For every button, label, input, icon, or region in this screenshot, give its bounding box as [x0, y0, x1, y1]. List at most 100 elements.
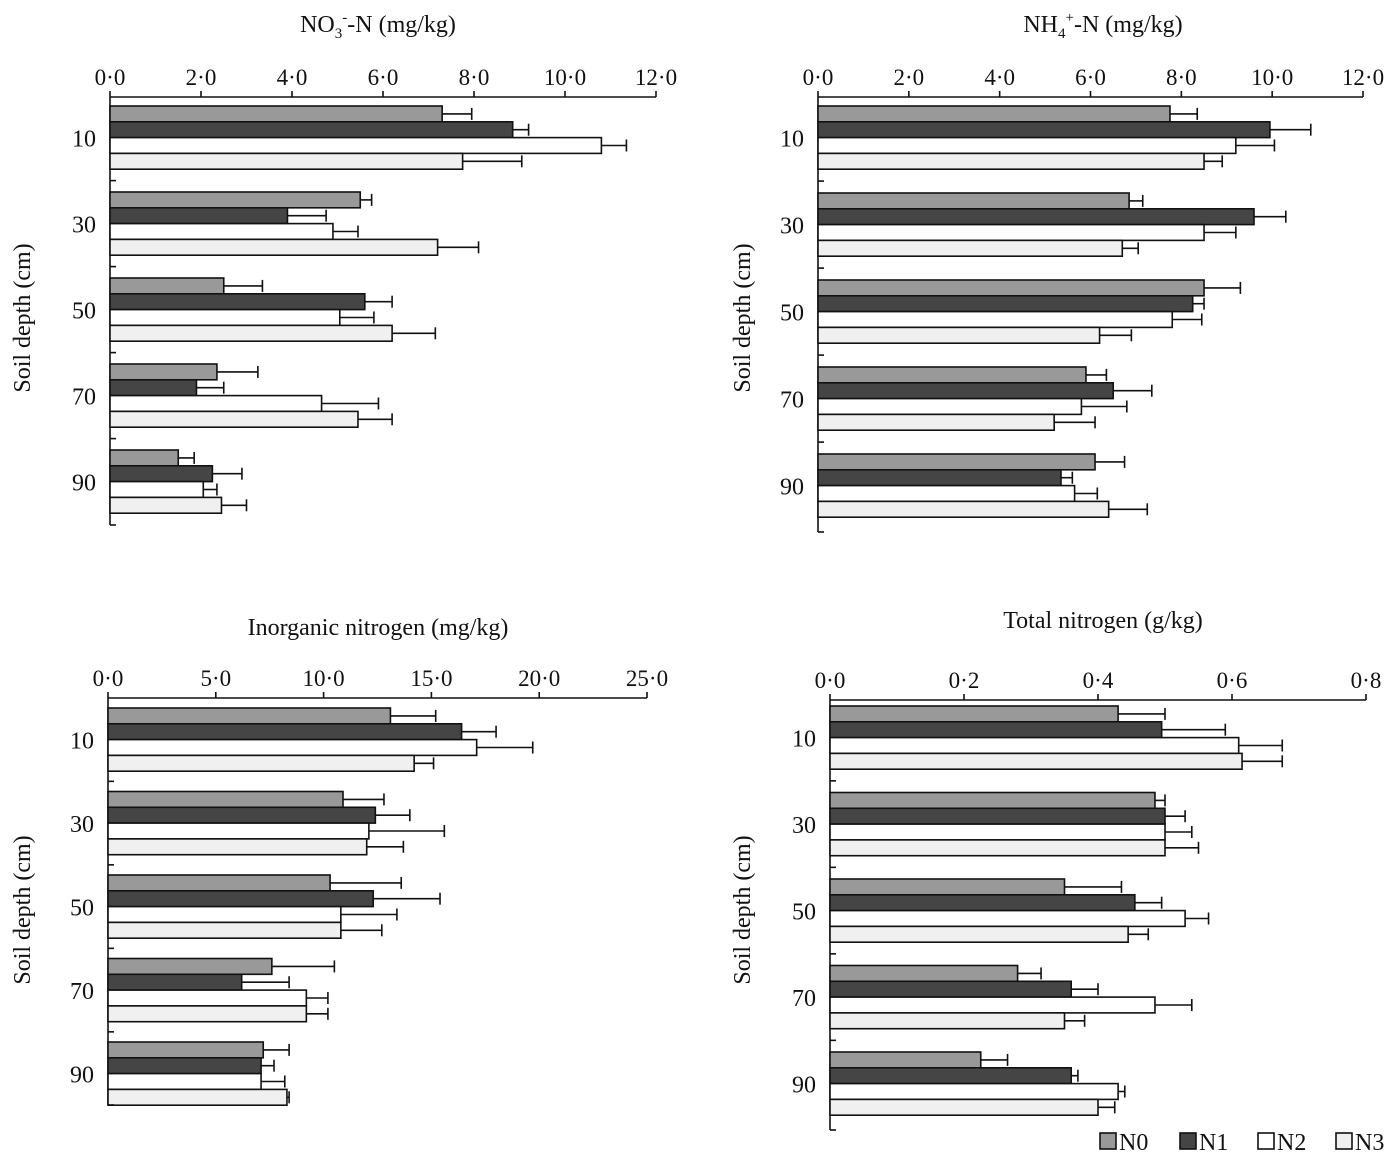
category-label: 70 — [70, 979, 94, 1005]
x-tick-label: 0·6 — [1217, 668, 1248, 693]
category-label: 70 — [792, 986, 816, 1012]
bar-n1-depth-30 — [107, 806, 377, 824]
bar-n3-depth-30 — [817, 239, 1124, 257]
bar-n0-depth-70 — [107, 957, 273, 976]
legend-swatch-n1 — [1179, 1132, 1197, 1150]
x-tick-label: 0·2 — [949, 668, 980, 693]
x-tick-label: 2·0 — [186, 65, 217, 90]
category-label: 90 — [780, 475, 804, 501]
category-label: 50 — [792, 900, 816, 926]
bar-n2-depth-30 — [107, 822, 370, 840]
bar-n0-depth-30 — [829, 791, 1156, 810]
bar-n2-depth-30 — [817, 223, 1205, 242]
x-tick-label: 20·0 — [518, 666, 560, 691]
bar-n1-depth-10 — [817, 121, 1271, 139]
legend-swatch-n0 — [1099, 1132, 1117, 1150]
panel-no3-n: NO3--N (mg/kg) 0·0 2·0 4·0 6·0 8·0 10·0 12·0 Soi… — [10, 10, 677, 526]
bar-n3-depth-90 — [109, 496, 223, 514]
category-label: 30 — [780, 214, 804, 240]
category-label: 90 — [72, 471, 96, 497]
bar-n3-depth-90 — [107, 1088, 288, 1107]
bar-n0-depth-90 — [817, 453, 1096, 471]
legend-label-n3: N3 — [1355, 1130, 1384, 1156]
x-tick-label: 0·0 — [93, 666, 124, 691]
bar-n0-depth-70 — [829, 964, 1019, 983]
bar-n2-depth-30 — [109, 222, 334, 241]
bar-n0-depth-10 — [817, 105, 1171, 123]
bar-n3-depth-70 — [817, 413, 1055, 431]
x-tick-label: 0·0 — [815, 668, 846, 693]
category-label: 10 — [780, 127, 804, 153]
bar-n1-depth-90 — [829, 1067, 1072, 1085]
x-tick-label: 10·0 — [544, 65, 586, 90]
bar-n1-depth-90 — [109, 464, 214, 483]
category-label: 30 — [72, 213, 96, 239]
bar-n1-depth-70 — [817, 381, 1115, 400]
bar-n2-depth-50 — [817, 310, 1174, 329]
x-tick-label: 0·4 — [1083, 668, 1114, 693]
x-tick-label: 5·0 — [200, 666, 231, 691]
bar-n2-depth-30 — [829, 823, 1166, 841]
bar-n2-depth-90 — [109, 480, 205, 499]
bar-n1-depth-10 — [107, 722, 463, 741]
bar-n3-depth-30 — [107, 838, 368, 856]
bar-n2-depth-10 — [107, 738, 478, 757]
x-tick-label: 6·0 — [1075, 65, 1106, 90]
bar-n2-depth-50 — [109, 308, 341, 327]
bar-n1-depth-10 — [829, 720, 1163, 739]
x-tick-label: 25·0 — [626, 666, 668, 691]
title-superscript: + — [1066, 10, 1074, 26]
bar-n3-depth-90 — [817, 500, 1110, 518]
category-label: 90 — [792, 1073, 816, 1099]
bar-n0-depth-10 — [829, 705, 1119, 723]
bar-n1-depth-50 — [829, 893, 1136, 912]
category-label: 10 — [792, 727, 816, 753]
x-tick-label: 8·0 — [459, 65, 490, 90]
chart-title: Total nitrogen (g/kg) — [1003, 608, 1203, 634]
bar-n2-depth-70 — [829, 996, 1156, 1014]
bar-n0-depth-70 — [817, 366, 1087, 384]
category-label: 90 — [70, 1063, 94, 1089]
bar-n3-depth-30 — [829, 839, 1166, 857]
bar-n1-depth-70 — [109, 378, 198, 397]
legend-label-n2: N2 — [1277, 1130, 1306, 1156]
bar-n0-depth-90 — [107, 1041, 265, 1059]
y-axis-label: Soil depth (cm) — [10, 243, 36, 392]
bar-n3-depth-50 — [817, 326, 1101, 344]
x-tick-label: 0·8 — [1351, 668, 1382, 693]
bar-n1-depth-30 — [817, 208, 1255, 226]
bar-n1-depth-90 — [107, 1057, 262, 1075]
y-axis-label: Soil depth (cm) — [10, 835, 36, 984]
bar-n1-depth-10 — [109, 121, 514, 139]
x-tick-label: 4·0 — [984, 65, 1015, 90]
bar-n1-depth-30 — [829, 807, 1166, 825]
category-label: 50 — [72, 299, 96, 325]
chart-title: NO3--N (mg/kg) — [300, 10, 456, 42]
title-rest: -N (mg/kg) — [1074, 12, 1183, 38]
bar-n0-depth-90 — [829, 1051, 982, 1069]
bar-n2-depth-70 — [817, 397, 1083, 416]
title-superscript: - — [342, 10, 347, 26]
category-label: 70 — [780, 388, 804, 414]
bar-n1-depth-70 — [107, 973, 243, 991]
bar-n3-depth-50 — [107, 921, 342, 940]
bar-n2-depth-50 — [829, 909, 1186, 928]
bar-n1-depth-70 — [829, 980, 1072, 998]
x-tick-label: 10·0 — [1251, 65, 1293, 90]
bar-n3-depth-50 — [109, 324, 393, 342]
x-tick-label: 10·0 — [303, 666, 345, 691]
bar-n1-depth-90 — [817, 468, 1062, 487]
legend-swatch-n2 — [1257, 1132, 1275, 1150]
category-label: 70 — [72, 385, 96, 411]
bar-n0-depth-50 — [817, 279, 1205, 297]
bar-n2-depth-90 — [829, 1082, 1119, 1101]
legend-label-n1: N1 — [1199, 1130, 1228, 1156]
x-tick-label: 15·0 — [410, 666, 452, 691]
bar-n0-depth-50 — [109, 277, 225, 295]
bar-n1-depth-30 — [109, 207, 289, 225]
x-tick-label: 12·0 — [1342, 65, 1384, 90]
bar-n0-depth-30 — [109, 191, 362, 209]
title-subscript: 4 — [1058, 26, 1066, 42]
bar-n2-depth-10 — [109, 136, 603, 155]
category-label: 50 — [780, 301, 804, 327]
